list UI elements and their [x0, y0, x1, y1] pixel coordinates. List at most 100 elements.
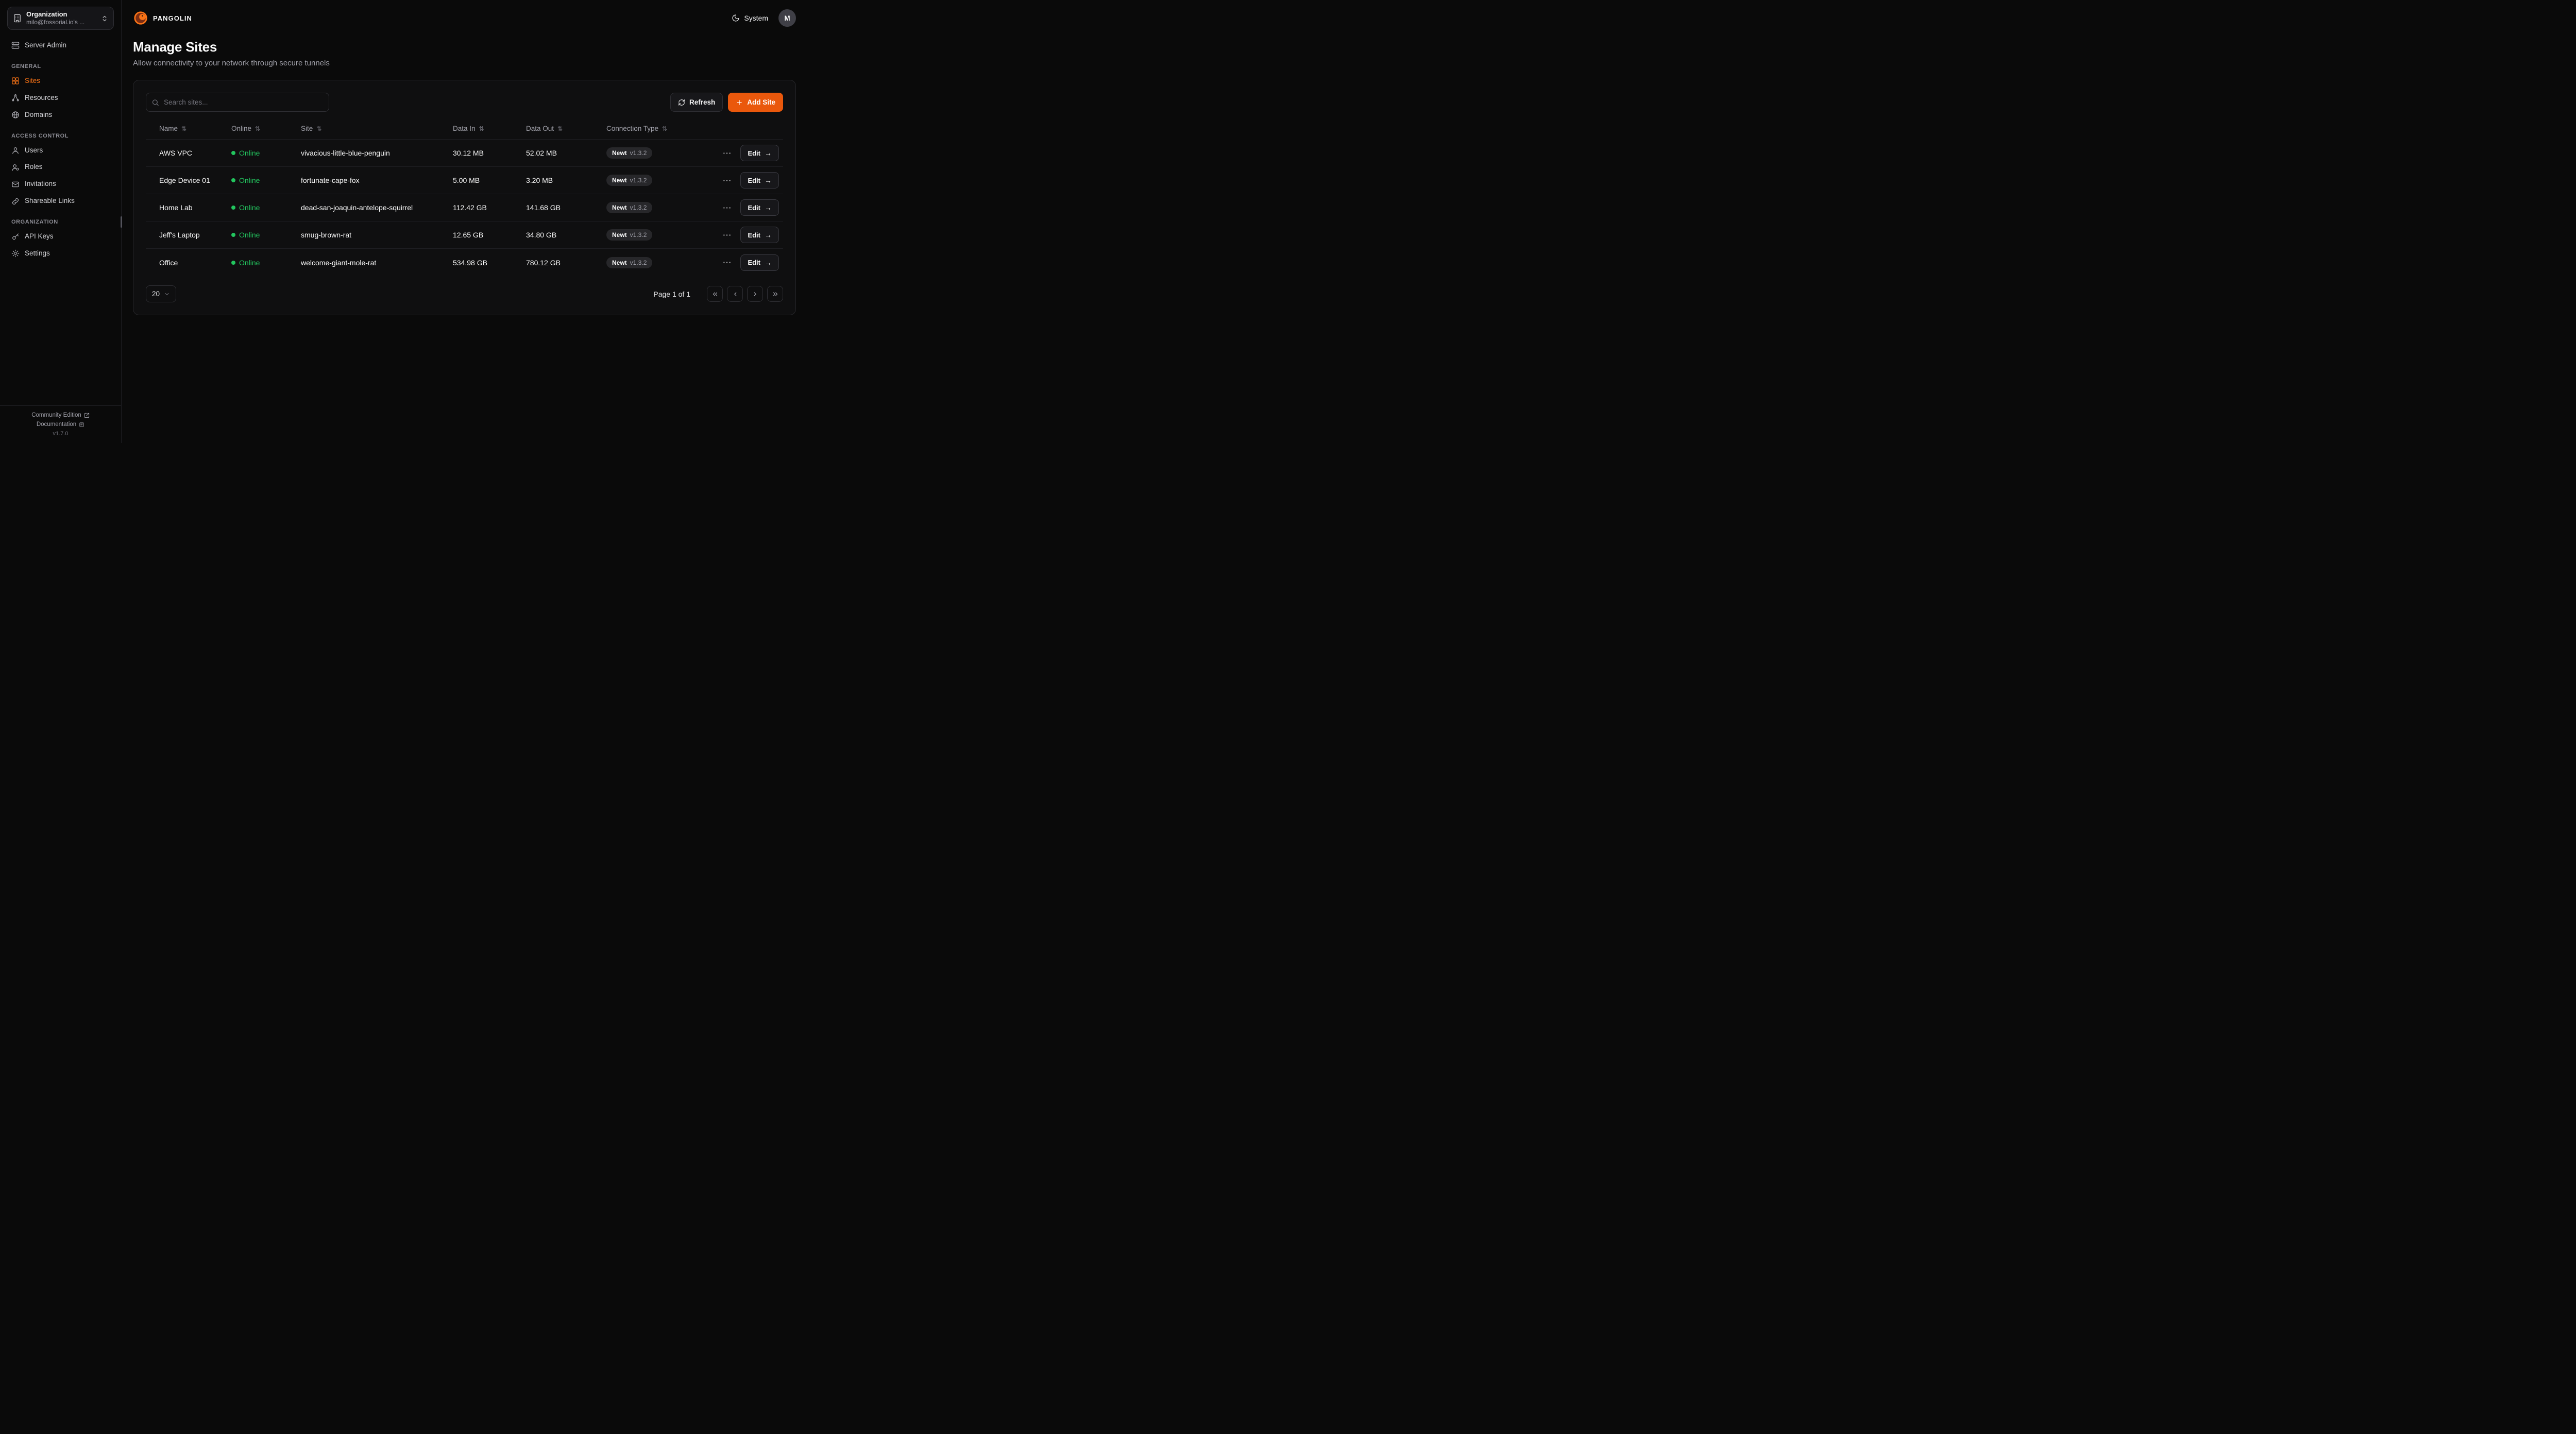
connection-version: v1.3.2	[630, 204, 647, 211]
site-status: Online	[231, 203, 301, 212]
data-out-value: 141.68 GB	[526, 203, 561, 212]
table-body: AWS VPC Online vivacious-little-blue-pen…	[146, 140, 783, 276]
column-header-online[interactable]: Online ⇅	[231, 125, 261, 132]
online-label: Online	[239, 149, 260, 157]
table-row: Jeff's Laptop Online smug-brown-rat 12.6…	[146, 221, 783, 249]
add-site-button[interactable]: Add Site	[728, 93, 783, 112]
moon-icon	[732, 14, 740, 22]
connection-version: v1.3.2	[630, 231, 647, 238]
page-subtitle: Allow connectivity to your network throu…	[133, 59, 330, 67]
add-site-label: Add Site	[747, 98, 775, 106]
sort-icon: ⇅	[479, 125, 484, 132]
edit-label: Edit	[748, 259, 760, 266]
sidebar-item-invitations[interactable]: Invitations	[7, 176, 114, 193]
sidebar-item-sites[interactable]: Sites	[7, 73, 114, 90]
sites-card: Refresh Add Site Name⇅ Online⇅ Site⇅ Dat…	[133, 80, 796, 315]
connection-version: v1.3.2	[630, 177, 647, 184]
sidebar-item-label: Roles	[25, 163, 43, 171]
row-edit-button[interactable]: Edit →	[740, 254, 779, 271]
site-slug: smug-brown-rat	[301, 231, 352, 239]
row-more-button[interactable]: ⋯	[719, 147, 734, 160]
sort-icon: ⇅	[181, 125, 187, 132]
org-subtitle: milo@fossorial.io's ...	[26, 18, 85, 26]
sort-icon: ⇅	[557, 125, 563, 132]
online-dot-icon	[231, 260, 235, 265]
theme-label: System	[744, 14, 768, 22]
chevrons-up-down-icon	[101, 15, 108, 22]
site-slug: fortunate-cape-fox	[301, 176, 360, 184]
sort-icon: ⇅	[662, 125, 668, 132]
connection-name: Newt	[612, 259, 627, 266]
sidebar-item-settings[interactable]: Settings	[7, 245, 114, 262]
row-actions: ⋯ Edit →	[720, 254, 779, 271]
table-row: AWS VPC Online vivacious-little-blue-pen…	[146, 140, 783, 167]
online-dot-icon	[231, 233, 235, 237]
sidebar-item-api-keys[interactable]: API Keys	[7, 228, 114, 245]
sidebar-item-server-admin[interactable]: Server Admin	[7, 37, 114, 54]
sidebar-item-shareable-links[interactable]: Shareable Links	[7, 193, 114, 210]
external-link-icon	[84, 413, 90, 418]
sidebar-item-domains[interactable]: Domains	[7, 107, 114, 124]
chevron-right-icon	[754, 292, 756, 296]
sidebar-item-roles[interactable]: Roles	[7, 159, 114, 176]
theme-toggle-button[interactable]: System	[732, 14, 768, 22]
row-more-button[interactable]: ⋯	[719, 256, 734, 269]
waypoints-icon	[11, 94, 20, 102]
arrow-right-icon: →	[765, 231, 772, 239]
connection-name: Newt	[612, 204, 627, 211]
refresh-button[interactable]: Refresh	[670, 93, 723, 112]
sidebar-nav: Server Admin GENERAL Sites Resources Dom…	[7, 37, 114, 262]
row-more-button[interactable]: ⋯	[719, 201, 734, 214]
edit-label: Edit	[748, 203, 760, 212]
online-dot-icon	[231, 178, 235, 182]
building-icon	[13, 14, 22, 23]
first-page-button[interactable]	[707, 286, 723, 302]
user-avatar[interactable]: M	[778, 9, 796, 27]
row-more-button[interactable]: ⋯	[719, 229, 734, 242]
row-edit-button[interactable]: Edit →	[740, 199, 779, 216]
sidebar-item-resources[interactable]: Resources	[7, 90, 114, 107]
row-edit-button[interactable]: Edit →	[740, 227, 779, 243]
table-row: Home Lab Online dead-san-joaquin-antelop…	[146, 194, 783, 221]
search-input[interactable]	[146, 93, 329, 112]
connection-type-cell: Newt v1.3.2	[606, 257, 720, 268]
sidebar-item-users[interactable]: Users	[7, 142, 114, 159]
site-name: Jeff's Laptop	[159, 231, 200, 239]
row-edit-button[interactable]: Edit →	[740, 172, 779, 189]
column-header-data-in[interactable]: Data In ⇅	[453, 125, 484, 132]
sidebar-item-label: Invitations	[25, 180, 56, 188]
data-in-value: 534.98 GB	[453, 258, 487, 267]
edit-label: Edit	[748, 231, 760, 239]
site-name: AWS VPC	[159, 149, 193, 157]
data-out-value: 3.20 MB	[526, 176, 553, 184]
row-more-button[interactable]: ⋯	[719, 174, 734, 187]
sidebar-item-label: Sites	[25, 76, 41, 84]
refresh-icon	[678, 99, 685, 106]
column-header-data-out[interactable]: Data Out ⇅	[526, 125, 563, 132]
online-dot-icon	[231, 206, 235, 210]
globe-icon	[11, 111, 20, 119]
table-footer: 20 Page 1 of 1	[146, 285, 783, 302]
org-selector[interactable]: Organization milo@fossorial.io's ...	[7, 7, 114, 30]
brand-home-link[interactable]: PANGOLIN	[133, 10, 192, 26]
last-page-button[interactable]	[767, 286, 783, 302]
connection-version: v1.3.2	[630, 149, 647, 157]
arrow-right-icon: →	[765, 258, 772, 267]
column-header-site[interactable]: Site ⇅	[301, 125, 322, 132]
column-header-connection-type[interactable]: Connection Type ⇅	[606, 125, 668, 132]
sidebar-resize-handle[interactable]	[121, 216, 122, 228]
chevrons-right-icon	[773, 292, 777, 296]
page-size-select[interactable]: 20	[146, 285, 177, 302]
row-edit-button[interactable]: Edit →	[740, 145, 779, 161]
documentation-link[interactable]: Documentation	[37, 421, 84, 428]
connection-type-cell: Newt v1.3.2	[606, 147, 720, 159]
connection-type-cell: Newt v1.3.2	[606, 202, 720, 213]
online-label: Online	[239, 176, 260, 184]
column-header-name[interactable]: Name ⇅	[159, 125, 187, 132]
sort-icon: ⇅	[316, 125, 322, 132]
previous-page-button[interactable]	[727, 286, 743, 302]
community-edition-link[interactable]: Community Edition	[31, 412, 90, 418]
next-page-button[interactable]	[747, 286, 763, 302]
site-name: Office	[159, 258, 178, 267]
sidebar-item-label: Domains	[25, 110, 53, 118]
